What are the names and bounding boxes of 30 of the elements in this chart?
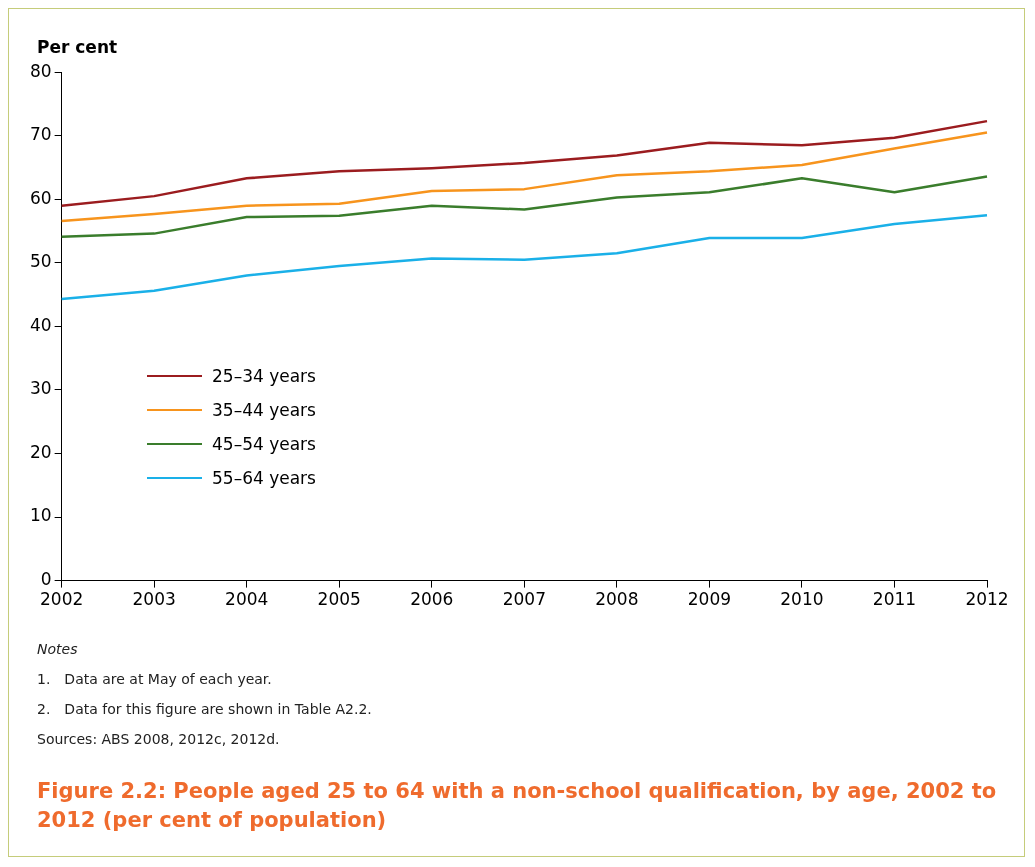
x-tick-label: 2007 [502, 589, 546, 610]
y-tick-label: 20 [29, 441, 52, 462]
source-note: Sources: ABS 2008, 2012c, 2012d. [37, 731, 281, 747]
y-tick-label: 50 [29, 251, 52, 272]
y-tick-label: 30 [29, 378, 52, 399]
legend-label: 35–44 years [212, 400, 316, 420]
legend-label: 25–34 years [212, 366, 316, 386]
x-tick-label: 2011 [872, 589, 917, 610]
y-tick-label: 60 [29, 187, 52, 208]
text: Figure 2.2: People aged 25 to 64 with a non-school qualification, by age, 2002 to 2012 (per cent of population) [37, 778, 998, 835]
y-tick-label: 10 [29, 505, 52, 526]
x-tick-label: 2008 [595, 589, 639, 610]
y-tick-label: 0 [40, 569, 52, 590]
x-tick-label: 2010 [780, 589, 824, 610]
text: Notes [37, 641, 79, 657]
x-tick-label: 2004 [225, 589, 269, 610]
x-tick-label: 2002 [40, 589, 84, 610]
y-axis-title: Per cent [37, 37, 118, 57]
legend-label: 55–64 years [212, 468, 316, 488]
x-tick-label: 2006 [410, 589, 454, 610]
x-tick-label: 2003 [132, 589, 176, 610]
y-tick-label: 70 [29, 124, 52, 145]
x-tick-label: 2009 [687, 589, 732, 610]
text: 1. Data are at May of each year. [37, 671, 273, 687]
x-tick-label: 2005 [317, 589, 361, 610]
x-tick-label: 2012 [965, 589, 1009, 610]
legend-label: 45–54 years [212, 434, 316, 454]
y-tick-label: 80 [29, 60, 52, 81]
y-tick-label: 40 [29, 314, 52, 335]
text: 2. Data for this figure are shown in Table A2.2. [37, 701, 372, 717]
